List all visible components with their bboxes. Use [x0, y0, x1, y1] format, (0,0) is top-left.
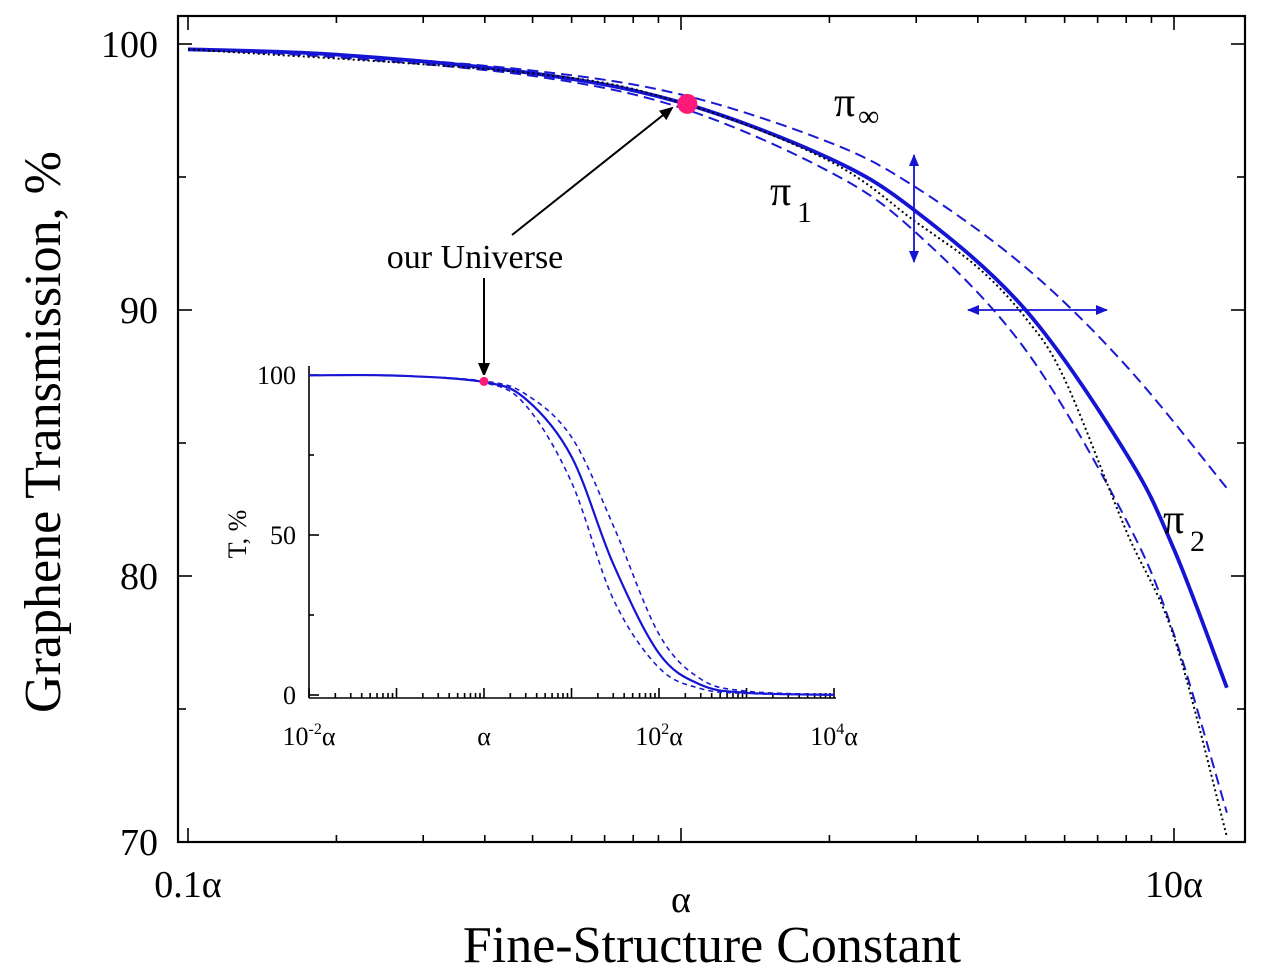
x-tick-label: 10α — [1145, 864, 1203, 906]
annotation-our-universe: our Universe — [387, 239, 564, 276]
pi-infinity-base: π — [834, 80, 855, 126]
inset-x-tick-label: 102α — [635, 721, 683, 751]
pi-2-base: π — [1163, 497, 1184, 543]
y-tick-label: 80 — [120, 556, 158, 598]
y-tick-label: 100 — [101, 24, 158, 66]
inset-x-tick-label: 104α — [810, 721, 858, 751]
y-axis-label: Graphene Transmission, % — [15, 151, 72, 713]
inset-y-tick-label: 0 — [283, 681, 296, 710]
y-tick-label: 70 — [120, 822, 158, 864]
annotation-pi-2: π 2 — [1163, 497, 1205, 558]
main-curves — [187, 47, 1229, 837]
pi-1-base: π — [770, 169, 791, 215]
annotation-pi-infinity: π ∞ — [834, 80, 879, 133]
pi-1-sub: 1 — [797, 196, 812, 229]
inset-x-tick-label: α — [477, 722, 491, 751]
pi-2-sub: 2 — [1190, 525, 1205, 558]
x-axis-label: Fine-Structure Constant — [463, 917, 962, 974]
inset-background — [307, 375, 837, 697]
inset-y-tick-label: 100 — [257, 361, 296, 390]
inset-universe-marker — [479, 376, 489, 386]
y-tick-label: 90 — [120, 290, 158, 332]
pi-infinity-sub: ∞ — [858, 100, 879, 133]
main-series-line-3 — [187, 48, 1228, 837]
inset-series-line-2 — [308, 374, 835, 696]
x-tick-label: 0.1α — [154, 864, 222, 906]
inset-series-line-0 — [308, 374, 835, 696]
inset-y-tick-label: 50 — [270, 521, 296, 550]
main-ticks — [178, 16, 1245, 843]
main-universe-marker — [677, 93, 698, 114]
main-series-line-2 — [187, 47, 1229, 689]
main-plot-frame — [176, 14, 1247, 844]
arrow-to-marker-main — [511, 106, 674, 236]
inset-x-tick-label: 10-2α — [283, 721, 336, 751]
x-tick-label: α — [671, 879, 691, 921]
inset-y-axis-label: T, % — [223, 510, 252, 559]
annotation-pi-1: π 1 — [770, 169, 812, 229]
inset-curves — [308, 373, 835, 696]
inset-chart: 10-2α α 102α 104α 0 50 100 T, % — [223, 361, 858, 751]
inset-labels: 10-2α α 102α 104α 0 50 100 — [257, 361, 858, 751]
